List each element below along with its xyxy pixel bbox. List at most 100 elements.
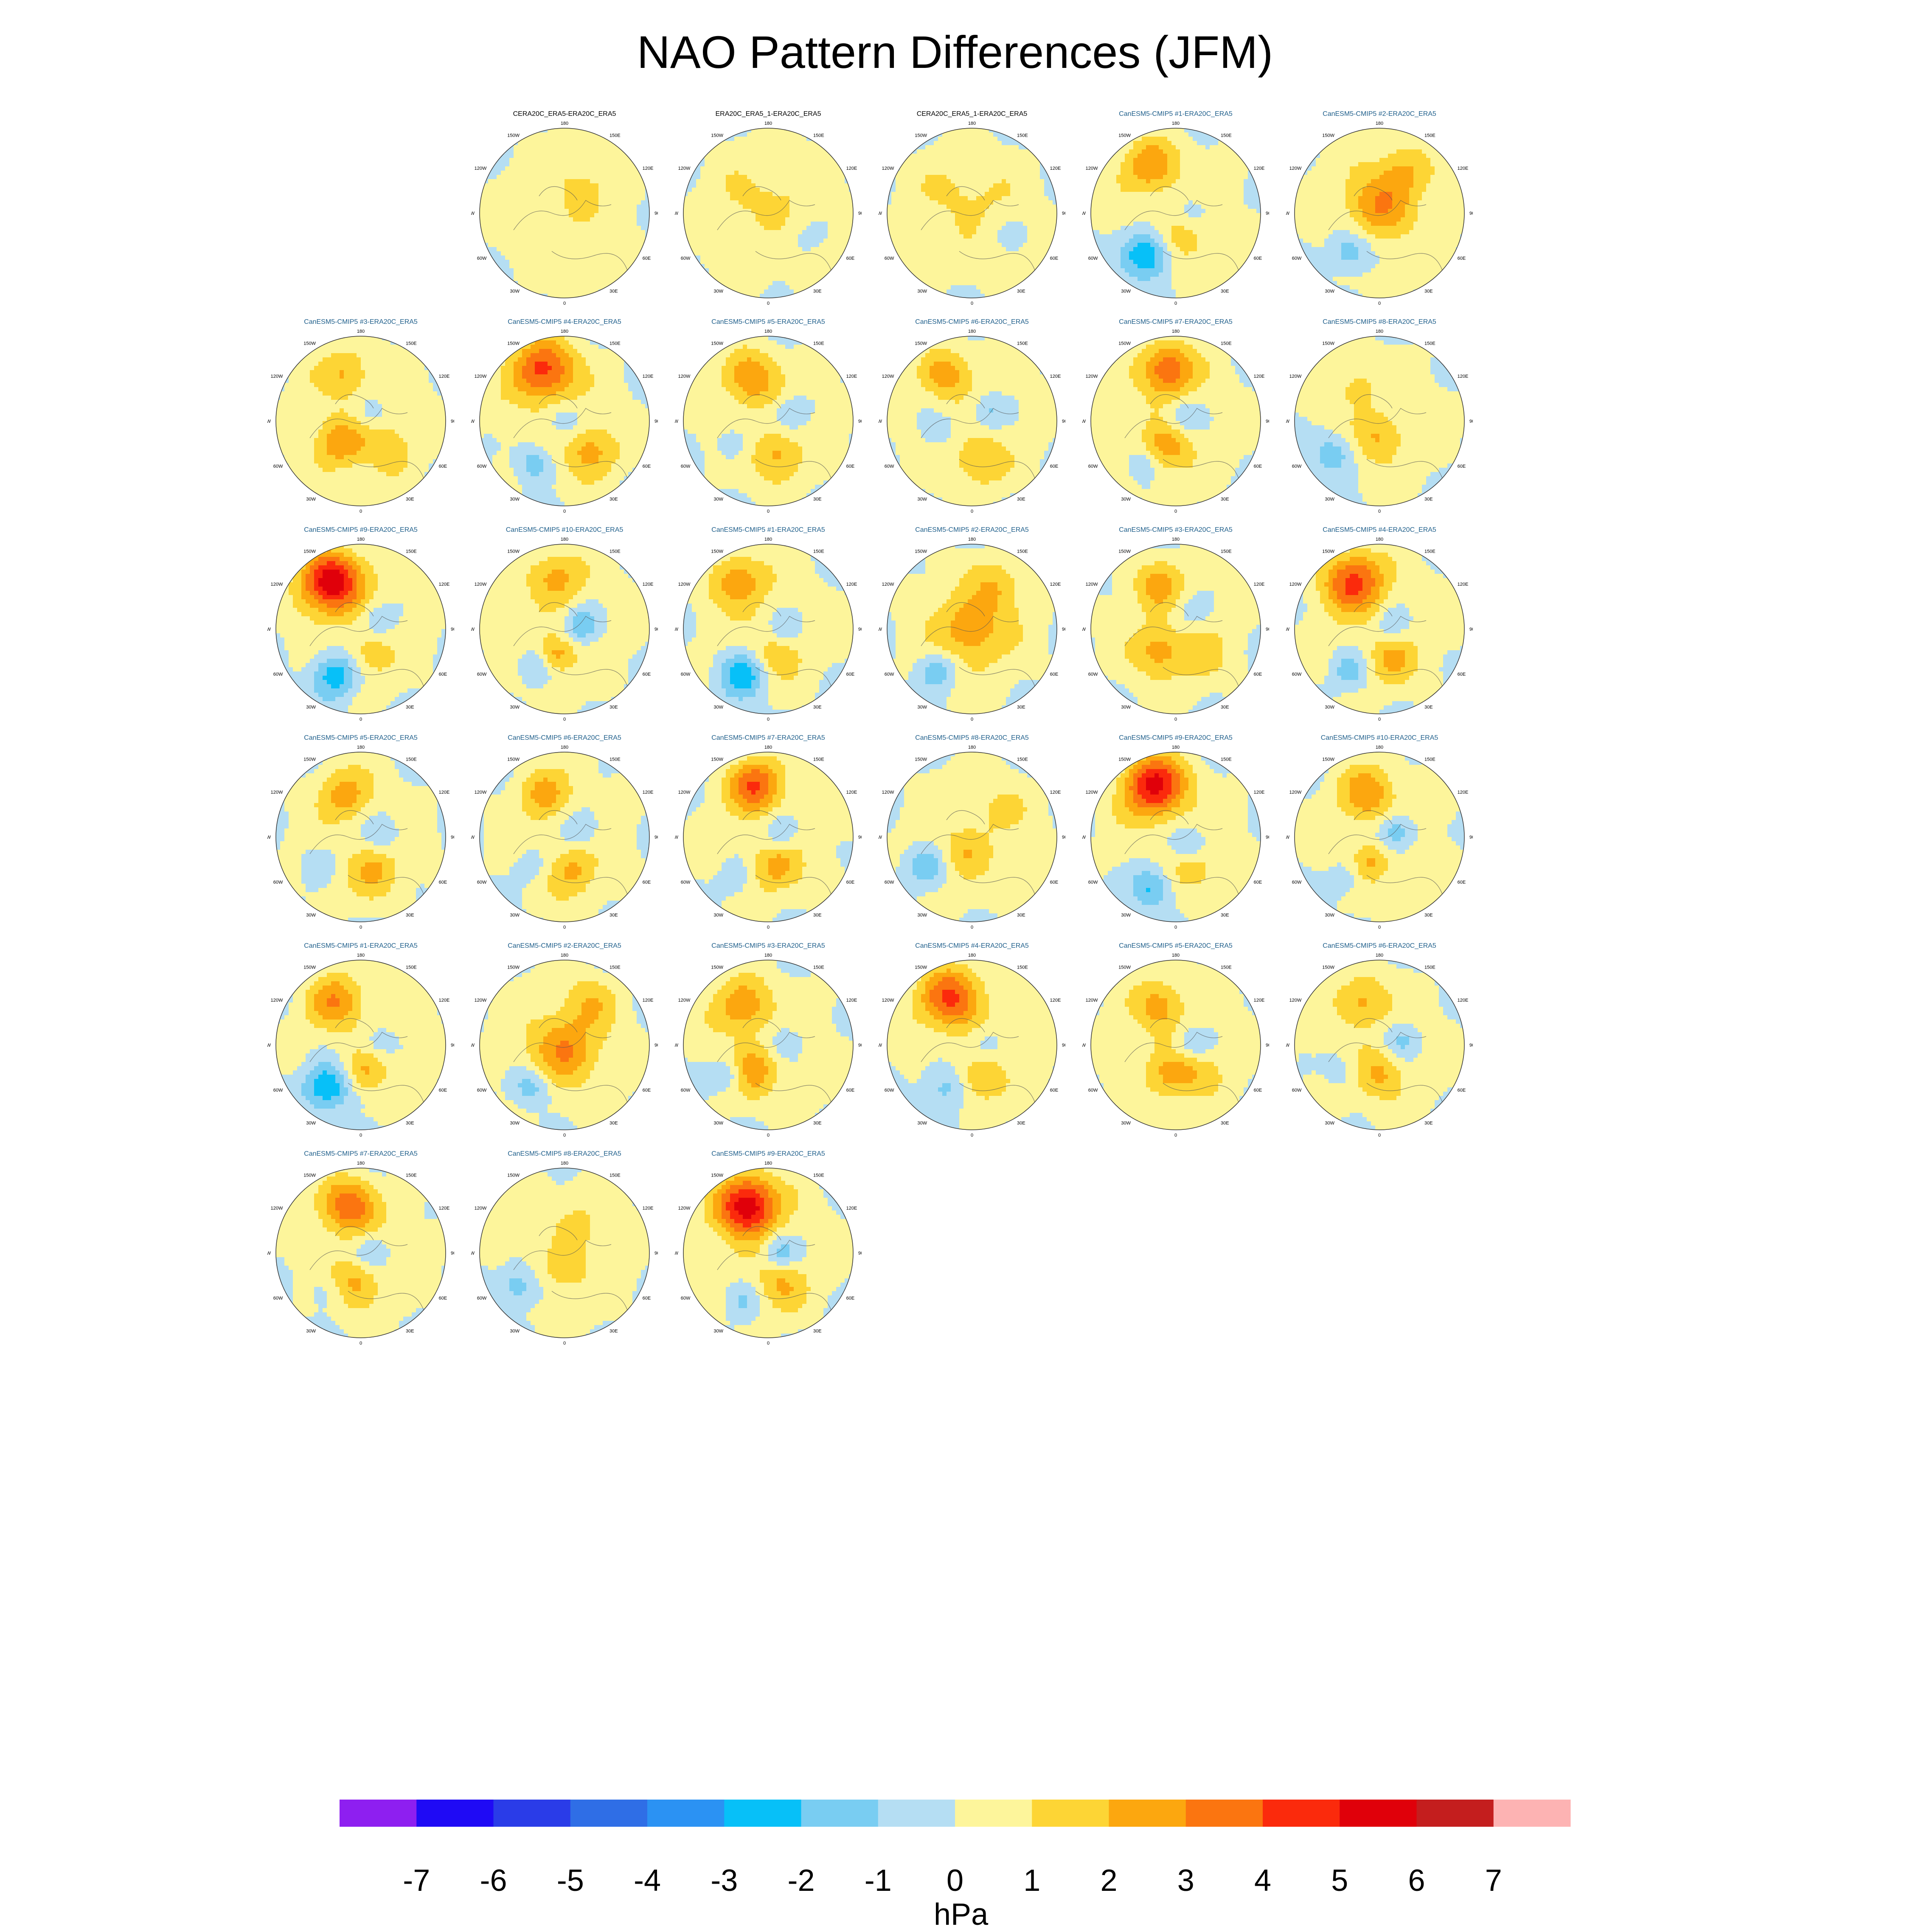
field-cell — [781, 192, 786, 197]
field-cell — [598, 285, 603, 290]
field-cell — [709, 154, 713, 158]
field-cell — [789, 205, 794, 209]
field-cell — [548, 205, 552, 209]
field-cell — [1138, 162, 1142, 167]
field-cell — [785, 205, 790, 209]
field-cell — [806, 226, 811, 230]
field-cell — [1036, 243, 1040, 247]
longitude-label: 60W — [681, 256, 691, 261]
field-cell — [951, 230, 955, 235]
field-cell — [997, 289, 1002, 294]
field-cell — [637, 179, 641, 184]
field-cell — [980, 230, 985, 235]
field-cell — [709, 230, 713, 235]
field-cell — [722, 226, 726, 230]
field-cell — [1010, 154, 1015, 158]
field-cell — [925, 213, 930, 218]
field-cell — [917, 200, 921, 205]
field-cell — [518, 251, 522, 256]
field-cell — [1146, 158, 1151, 163]
field-cell — [569, 256, 573, 260]
field-cell — [730, 205, 735, 209]
field-cell — [896, 226, 900, 230]
field-cell — [1171, 192, 1176, 197]
field-cell — [700, 251, 705, 256]
field-cell — [997, 247, 1002, 252]
field-cell — [985, 171, 989, 175]
field-cell — [1048, 239, 1053, 243]
field-cell — [760, 260, 764, 264]
field-cell — [747, 226, 752, 230]
field-cell — [938, 183, 943, 188]
field-cell — [802, 277, 807, 281]
field-cell — [823, 162, 828, 167]
field-cell — [1095, 179, 1100, 184]
field-cell — [709, 251, 713, 256]
field-cell — [917, 243, 921, 247]
field-cell — [768, 171, 773, 175]
field-cell — [628, 166, 633, 171]
field-cell — [781, 226, 786, 230]
field-cell — [1006, 256, 1011, 260]
field-cell — [764, 192, 769, 197]
field-cell — [624, 175, 629, 180]
field-cell — [726, 268, 730, 273]
field-cell — [734, 175, 739, 180]
field-cell — [760, 272, 764, 277]
field-cell — [480, 217, 484, 222]
field-cell — [573, 205, 578, 209]
field-cell — [1205, 247, 1210, 252]
field-cell — [756, 217, 760, 222]
field-cell — [713, 264, 718, 269]
field-cell — [819, 188, 824, 192]
field-cell — [1108, 230, 1112, 235]
field-cell — [543, 200, 548, 205]
field-cell — [705, 222, 709, 226]
field-cell — [789, 196, 794, 201]
field-cell — [955, 285, 960, 290]
field-cell — [900, 192, 904, 197]
field-cell — [739, 243, 743, 247]
field-cell — [1159, 137, 1163, 141]
field-cell — [972, 222, 977, 226]
field-cell — [811, 141, 815, 146]
field-cell — [1180, 145, 1185, 150]
field-cell — [1248, 247, 1253, 252]
field-cell — [1125, 200, 1129, 205]
field-cell — [734, 149, 739, 154]
field-cell — [760, 162, 764, 167]
field-cell — [632, 234, 637, 239]
field-cell — [484, 200, 489, 205]
field-cell — [598, 149, 603, 154]
field-cell — [1180, 179, 1185, 184]
field-cell — [1142, 251, 1146, 256]
field-cell — [921, 166, 926, 171]
field-cell — [1231, 222, 1236, 226]
field-cell — [1188, 243, 1193, 247]
field-cell — [1222, 175, 1227, 180]
field-cell — [1205, 230, 1210, 235]
field-cell — [615, 209, 620, 213]
field-cell — [900, 243, 904, 247]
field-cell — [798, 154, 803, 158]
field-cell — [526, 137, 531, 141]
field-cell — [1044, 213, 1049, 218]
field-cell — [811, 234, 815, 239]
field-cell — [492, 247, 497, 252]
field-cell — [819, 171, 824, 175]
field-cell — [722, 166, 726, 171]
field-cell — [1044, 226, 1049, 230]
field-cell — [683, 205, 688, 209]
field-cell — [611, 154, 616, 158]
field-cell — [1231, 209, 1236, 213]
field-cell — [777, 175, 781, 180]
field-cell — [900, 196, 904, 201]
field-cell — [819, 247, 824, 252]
field-cell — [560, 256, 565, 260]
field-cell — [840, 192, 845, 197]
field-cell — [713, 188, 718, 192]
field-cell — [1104, 243, 1108, 247]
panel-title: CERA20C_ERA5_1-ERA20C_ERA5 — [879, 110, 1065, 118]
field-cell — [938, 234, 943, 239]
field-cell — [823, 230, 828, 235]
